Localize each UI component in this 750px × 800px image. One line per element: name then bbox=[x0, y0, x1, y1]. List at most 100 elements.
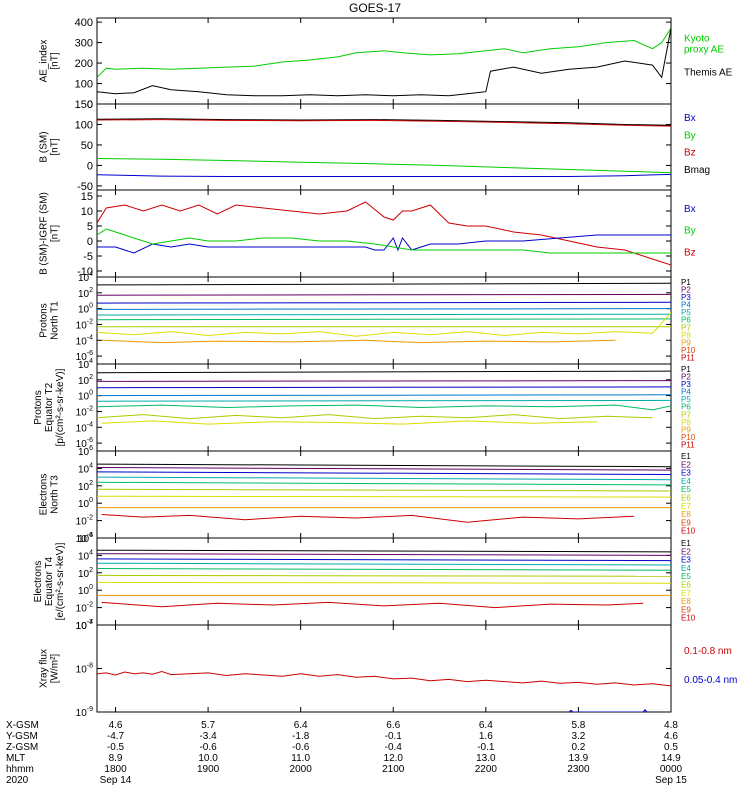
series-e1 bbox=[97, 463, 671, 468]
legend-item: E1 bbox=[681, 452, 691, 461]
series-p6 bbox=[97, 318, 671, 321]
legend-item: P9 bbox=[681, 425, 691, 434]
series-bx bbox=[97, 173, 671, 177]
y-tick-label: 100 bbox=[75, 119, 93, 131]
ephemeris-value: -3.4 bbox=[199, 731, 217, 742]
y-tick-label: 10-4 bbox=[76, 532, 93, 545]
panel-frame bbox=[96, 17, 672, 105]
legend-item: E3 bbox=[681, 556, 691, 565]
series-group bbox=[97, 282, 671, 344]
y-axis-label: AE_index bbox=[39, 40, 50, 83]
y-tick-label: 5 bbox=[87, 221, 93, 233]
legend-item: P1 bbox=[681, 278, 691, 287]
legend-item: E2 bbox=[681, 547, 691, 556]
ephemeris-value: 2200 bbox=[475, 764, 498, 775]
y-axis-label: [nT] bbox=[50, 52, 61, 69]
legend-item: E7 bbox=[681, 502, 691, 511]
series-themis-ae bbox=[97, 28, 671, 97]
ephemeris-value: 1800 bbox=[104, 764, 127, 775]
ephemeris-value: 6.6 bbox=[386, 720, 400, 731]
y-axis-label: B (SM)-IGRF (SM) bbox=[39, 192, 50, 275]
legend-item: P3 bbox=[681, 293, 691, 302]
series-by bbox=[97, 158, 671, 174]
series-e3 bbox=[97, 471, 671, 475]
ephemeris-value: 1900 bbox=[197, 764, 220, 775]
panel-frame bbox=[96, 189, 672, 278]
panel-frame bbox=[96, 103, 672, 191]
y-axis-label: Xray flux bbox=[39, 649, 50, 688]
series-p3 bbox=[97, 386, 671, 389]
ephemeris-value: 2300 bbox=[567, 764, 590, 775]
series-e5 bbox=[97, 568, 671, 571]
ephemeris-row-label: Z-GSM bbox=[6, 742, 38, 753]
ephemeris-value: -1.8 bbox=[292, 731, 310, 742]
y-tick-label: 400 bbox=[75, 17, 93, 29]
series-bz bbox=[97, 201, 671, 266]
y-tick-label: 102 bbox=[78, 374, 93, 387]
ephemeris-value: 0.5 bbox=[664, 742, 678, 753]
y-tick-label: 10-2 bbox=[76, 318, 93, 331]
legend-item: E1 bbox=[681, 539, 691, 548]
legend-item: By bbox=[684, 226, 696, 237]
series-e3 bbox=[97, 558, 671, 562]
ephemeris-row-label: hhmm bbox=[6, 764, 34, 775]
legend-item: Themis AE bbox=[684, 67, 733, 78]
legend-item: P6 bbox=[681, 403, 691, 412]
ephemeris-value: 14.9 bbox=[661, 753, 681, 764]
ephemeris-row-label: MLT bbox=[6, 753, 25, 764]
legend-item: E8 bbox=[681, 510, 691, 519]
series-bz bbox=[97, 119, 671, 127]
legend-item: E4 bbox=[681, 564, 691, 573]
series-e7 bbox=[97, 581, 671, 584]
y-axis-label: [nT] bbox=[50, 138, 61, 155]
y-axis-label: Protons bbox=[39, 303, 50, 337]
series-bx bbox=[97, 234, 671, 254]
legend-item: E3 bbox=[681, 469, 691, 478]
legend-item: P11 bbox=[681, 353, 695, 362]
y-tick-label: 100 bbox=[75, 79, 93, 91]
series-kyoto-proxy-ae bbox=[97, 27, 671, 78]
y-tick-label: 10 bbox=[81, 206, 93, 218]
y-tick-label: 104 bbox=[78, 462, 93, 475]
legend-item: P2 bbox=[681, 373, 691, 382]
y-axis-label: Protons bbox=[33, 390, 44, 424]
legend-item: 0.05-0.4 nm bbox=[684, 675, 737, 686]
ephemeris-row-label: X-GSM bbox=[6, 720, 39, 731]
y-tick-label: 100 bbox=[78, 303, 93, 316]
series-p8 bbox=[101, 420, 597, 425]
legend-item: Bmag bbox=[684, 165, 710, 176]
y-tick-label: 100 bbox=[78, 584, 93, 597]
y-axis-label: [e/(cm²-s-sr-keV)] bbox=[55, 542, 66, 620]
y-tick-label: 50 bbox=[81, 140, 93, 152]
series-p5 bbox=[97, 399, 671, 402]
y-tick-label: -10 bbox=[77, 266, 93, 278]
legend-item: E8 bbox=[681, 597, 691, 606]
legend-item: proxy AE bbox=[684, 45, 724, 56]
legend-item: P4 bbox=[681, 301, 691, 310]
series-by bbox=[97, 228, 671, 254]
legend-item: E9 bbox=[681, 518, 691, 527]
legend-item: P7 bbox=[681, 323, 691, 332]
y-axis-label: North T3 bbox=[50, 475, 61, 514]
y-tick-label: 150 bbox=[75, 99, 93, 111]
y-tick-label: 102 bbox=[78, 480, 93, 493]
series-0-05-0-4-nm bbox=[568, 709, 648, 712]
series-p1 bbox=[97, 282, 671, 286]
ephemeris-value: 11.0 bbox=[291, 753, 310, 764]
legend-item: P2 bbox=[681, 286, 691, 295]
series-e2 bbox=[97, 553, 671, 556]
legend-item: E7 bbox=[681, 589, 691, 598]
series-0-1-0-8-nm bbox=[97, 670, 671, 687]
legend-item: P8 bbox=[681, 331, 691, 340]
chart-title: GOES-17 bbox=[349, 1, 401, 15]
legend-item: Kyoto bbox=[684, 34, 710, 45]
series-e7 bbox=[97, 495, 671, 498]
y-tick-label: 106 bbox=[78, 445, 93, 458]
y-tick-label: 10-4 bbox=[76, 334, 93, 347]
legend-item: Bz bbox=[684, 247, 696, 258]
series-e6 bbox=[97, 574, 671, 577]
ephemeris-value: 3.2 bbox=[571, 731, 585, 742]
series-p7 bbox=[97, 414, 653, 420]
